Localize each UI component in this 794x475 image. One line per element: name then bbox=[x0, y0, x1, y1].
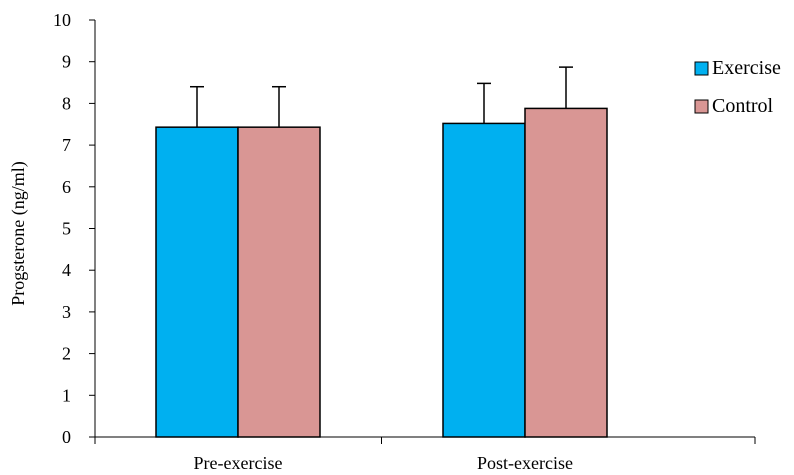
y-tick-label: 10 bbox=[53, 10, 71, 30]
y-tick-label: 4 bbox=[62, 260, 71, 280]
y-tick-label: 1 bbox=[62, 385, 71, 405]
y-tick-label: 8 bbox=[62, 93, 71, 113]
y-tick-label: 9 bbox=[62, 52, 71, 72]
legend-label-control: Control bbox=[712, 95, 774, 117]
legend-label-exercise: Exercise bbox=[712, 57, 781, 79]
y-axis-title: Progsterone (ng/ml) bbox=[8, 161, 29, 305]
y-tick-label: 6 bbox=[62, 177, 71, 197]
y-axis: 0 1 2 3 4 5 6 7 8 9 10 bbox=[53, 10, 96, 447]
bar-exercise-1 bbox=[155, 126, 239, 438]
y-tick-label: 2 bbox=[62, 344, 71, 364]
legend-swatch-control bbox=[694, 99, 709, 114]
x-axis: Pre-exercise Post-exercise bbox=[94, 436, 756, 473]
legend-swatch-exercise bbox=[694, 61, 709, 76]
x-tick-label: Post-exercise bbox=[477, 453, 573, 473]
bar-exercise-2 bbox=[442, 122, 526, 438]
y-tick-label: 7 bbox=[62, 135, 71, 155]
bar-control-1 bbox=[237, 126, 321, 438]
legend: Exercise Control bbox=[694, 57, 781, 117]
bars bbox=[155, 66, 608, 438]
x-tick-label: Pre-exercise bbox=[194, 453, 283, 473]
y-tick-label: 0 bbox=[62, 427, 71, 447]
y-tick-label: 3 bbox=[62, 302, 71, 322]
y-tick-label: 5 bbox=[62, 219, 71, 239]
bar-control-2 bbox=[524, 107, 608, 438]
